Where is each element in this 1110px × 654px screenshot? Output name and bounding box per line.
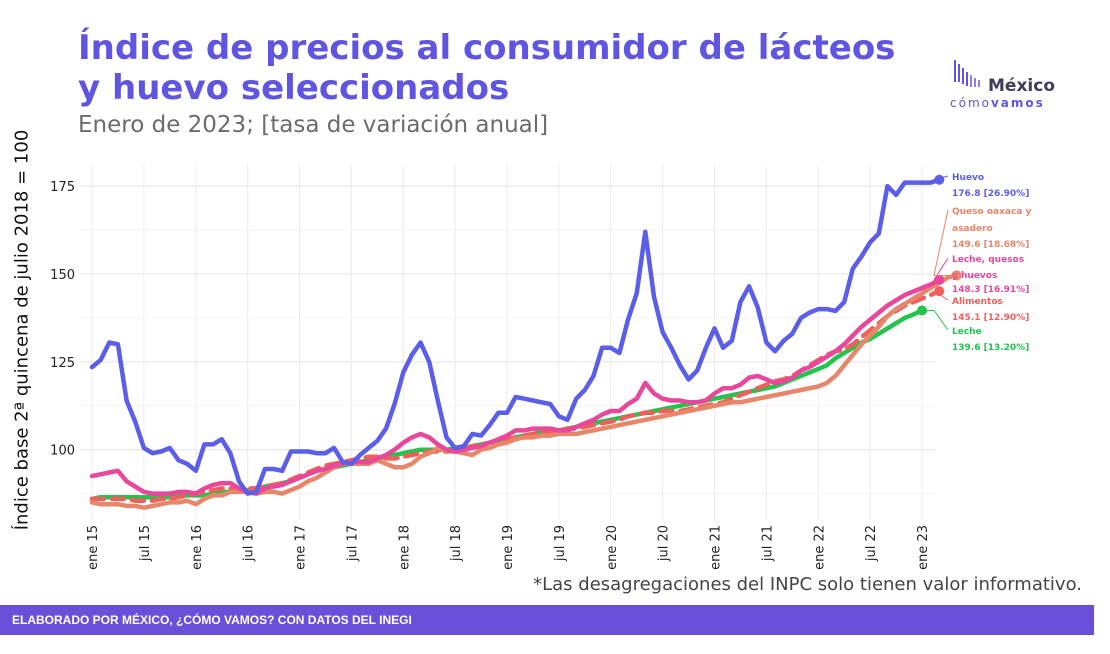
series-name-label: y huevos (952, 271, 997, 281)
series-lines (89, 174, 962, 510)
x-tick-label: jul 18 (449, 525, 464, 562)
y-tick-labels: 100 125 150 175 (50, 180, 75, 459)
y-tick-label: 150 (50, 268, 75, 283)
series-name-label: Leche (952, 327, 982, 337)
series-value-label: 149.6 [18.68%] (952, 240, 1029, 250)
x-tick-label: ene 21 (709, 525, 724, 570)
x-tick-label: ene 17 (294, 525, 309, 570)
x-tick-label: ene 20 (605, 525, 620, 570)
series-name-label: asadero (952, 224, 993, 234)
label-leader-line (922, 310, 949, 331)
series-value-label: 145.1 [12.90%] (952, 313, 1029, 323)
chart-subtitle: Enero de 2023; [tasa de variación anual] (78, 112, 549, 138)
y-tick-label: 175 (50, 180, 75, 195)
x-tick-label: jul 16 (242, 525, 257, 562)
label-leader-line (933, 257, 949, 281)
logo-bars-icon (954, 60, 980, 87)
x-tick-label: jul 19 (553, 525, 568, 562)
mexico-como-vamos-logo: México cómovamos (948, 56, 1078, 116)
series-name-label: Queso oaxaca y (952, 207, 1032, 217)
label-leader-line (933, 209, 957, 276)
x-tick-label: ene 15 (86, 525, 101, 570)
series-line (89, 273, 959, 510)
x-tick-label: jul 17 (345, 525, 360, 562)
x-tick-label: ene 16 (190, 525, 205, 570)
x-tick-label: jul 21 (760, 525, 775, 562)
logo-name: México (988, 76, 1055, 96)
series-value-label: 139.6 [13.20%] (952, 343, 1029, 353)
y-tick-label: 125 (50, 356, 75, 371)
chart-grid (80, 165, 935, 520)
x-tick-label: ene 22 (812, 525, 827, 570)
x-tick-label: jul 20 (657, 525, 672, 562)
label-leader-line (932, 290, 949, 301)
series-value-label: 176.8 [26.90%] (952, 189, 1029, 199)
series-line (89, 177, 942, 496)
chart-title: Índice de precios al consumidor de lácte… (78, 28, 896, 108)
series-name-label: Leche, quesos (952, 255, 1024, 265)
series-name-label: Huevo (952, 173, 984, 183)
y-tick-label: 100 (50, 444, 75, 459)
series-name-label: Alimentos (952, 297, 1003, 307)
x-tick-label: ene 23 (916, 525, 931, 570)
x-tick-label: ene 19 (501, 525, 516, 570)
series-end-labels: Huevo 176.8 [26.90%] Leche, quesos y huevos… (922, 173, 1032, 353)
x-tick-label: ene 18 (397, 525, 412, 570)
series-value-label: 148.3 [16.91%] (952, 285, 1029, 295)
series-line (89, 277, 942, 496)
x-tick-label: jul 15 (138, 525, 153, 562)
x-tick-label: jul 22 (864, 525, 879, 562)
x-tick-labels: ene 15 jul 15 ene 16 jul 16 ene 17 jul 17 ene … (86, 525, 931, 570)
footnote: *Las desagregaciones del INPC solo tiene… (533, 574, 1082, 595)
label-leader-line (933, 175, 949, 181)
logo-tagline: cómovamos (950, 96, 1045, 110)
source-footer-banner: ELABORADO POR MÉXICO, ¿CÓMO VAMOS? CON D… (0, 605, 1094, 635)
